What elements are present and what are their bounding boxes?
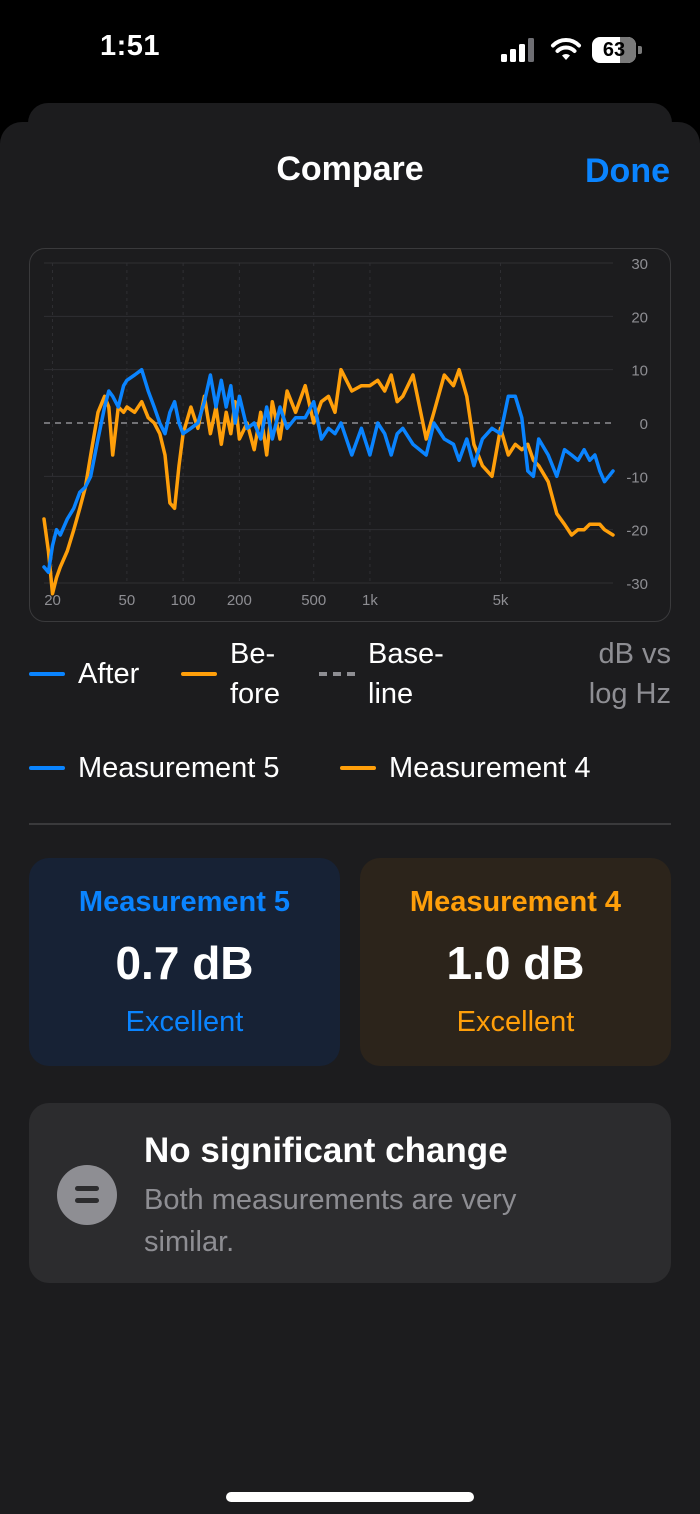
x-tick-label: 5k: [493, 592, 509, 609]
legend-measurement-4-label: Measurement 4: [389, 752, 591, 784]
series-line-after: [42, 367, 615, 575]
y-tick-label: 30: [631, 256, 648, 273]
home-indicator[interactable]: [226, 1492, 474, 1502]
x-tick-label: 1k: [362, 592, 378, 609]
card-value: 1.0 dB: [446, 937, 585, 989]
comparison-summary: No significant change Both measurements …: [29, 1103, 671, 1283]
measurement-5-card[interactable]: Measurement 5 0.7 dB Excellent: [29, 858, 340, 1066]
y-tick-label: -20: [626, 523, 648, 540]
series-line-before: [42, 367, 615, 596]
legend-measurement-4: Measurement 4: [340, 748, 591, 788]
card-measurement-name: Measurement 5: [78, 886, 291, 918]
status-time: 1:51: [100, 30, 161, 62]
battery-icon: 63: [592, 37, 642, 63]
x-tick-label: 500: [301, 592, 326, 609]
legend-before-swatch: [181, 672, 217, 676]
legend-after-swatch: [29, 672, 65, 676]
wifi-icon: [551, 38, 581, 60]
frequency-response-chart: 30 20 10 0 -10 -20 -30 20 50 100 200 500 1k 5k: [29, 248, 671, 622]
equal-icon: [57, 1165, 117, 1225]
legend-before-label: Be- fore: [230, 638, 280, 710]
y-tick-label: -10: [626, 469, 648, 486]
y-tick-label: 20: [631, 309, 648, 326]
divider: [29, 823, 671, 825]
legend-after-label: After: [78, 658, 140, 690]
measurement-4-card[interactable]: Measurement 4 1.0 dB Excellent: [360, 858, 671, 1066]
legend-baseline: Base- line: [319, 634, 444, 714]
x-tick-label: 200: [227, 592, 252, 609]
battery-level: 63: [602, 39, 626, 61]
done-button[interactable]: Done: [585, 152, 670, 190]
legend-measurement-5-swatch: [29, 766, 65, 770]
card-measurement-name: Measurement 4: [409, 886, 622, 918]
y-tick-label: -30: [626, 576, 648, 593]
legend-baseline-swatch: [319, 672, 355, 676]
legend-measurement-5: Measurement 5: [29, 748, 280, 788]
legend-baseline-label: Base- line: [368, 638, 444, 710]
summary-text: Both measurements are very similar.: [144, 1184, 517, 1258]
legend-measurement-5-label: Measurement 5: [78, 752, 280, 784]
card-value: 0.7 dB: [115, 937, 254, 989]
x-tick-label: 100: [171, 592, 196, 609]
x-tick-label: 50: [119, 592, 136, 609]
cellular-signal-icon: [501, 38, 534, 62]
legend-before: Be- fore: [181, 634, 300, 714]
card-rating: Excellent: [456, 1006, 575, 1038]
axis-scale-note: dB vs log Hz: [588, 638, 671, 710]
y-tick-label: 10: [631, 363, 648, 380]
status-bar: 1:51 63: [0, 0, 700, 100]
card-rating: Excellent: [125, 1006, 244, 1038]
summary-title: No significant change: [144, 1131, 508, 1170]
y-tick-label: 0: [640, 416, 648, 433]
x-tick-label: 20: [44, 592, 61, 609]
chart-legend: After Be- fore Base- line dB vs log Hz: [29, 634, 671, 714]
legend-after: After: [29, 654, 139, 694]
sheet-title: Compare: [276, 150, 424, 188]
legend-measurement-4-swatch: [340, 766, 376, 770]
series-legend: Measurement 5 Measurement 4: [29, 748, 671, 788]
